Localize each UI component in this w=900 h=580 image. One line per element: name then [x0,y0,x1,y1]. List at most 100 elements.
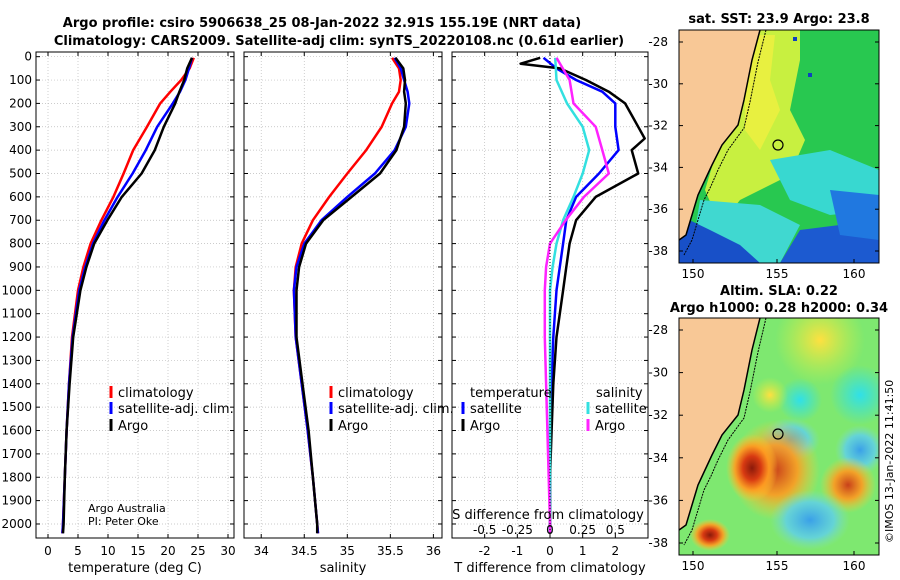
s-diff-tick-label: 0.25 [569,523,596,537]
title-line2: Climatology: CARS2009. Satellite-adj cli… [54,34,624,49]
sst-map-title: sat. SST: 23.9 Argo: 23.8 [688,12,869,27]
legend-climatology-label: climatology [118,386,194,401]
depth-tick-label: 400 [9,143,32,157]
depth-tick-label: 1200 [1,330,32,344]
sst-profile-marker [772,139,784,151]
lon-tick-label: 160 [843,267,866,281]
depth-tick-label: 200 [9,96,32,110]
legend-satellite-label: satellite-adj. clim. [118,402,234,417]
lat-tick-label: -28 [648,323,668,337]
lon-tick-label: 160 [843,559,866,573]
s-diff-tick-label: -0.5 [473,523,496,537]
x-tick-label: -2 [479,544,491,558]
x-tick-label: 0 [546,544,554,558]
x-tick-label: 0 [44,544,52,558]
x-tick-label: 30 [220,544,235,558]
x-tick-label: 20 [160,544,175,558]
lat-tick-label: -36 [648,202,668,216]
salinity-legend: climatology satellite-adj. clim. Argo [329,386,454,434]
lat-tick-label: -28 [648,35,668,49]
legend-climatology-label: climatology [338,386,414,401]
lon-tick-label: 155 [766,267,789,281]
x-tick-label: 36 [426,544,441,558]
x-tick-label: -1 [511,544,523,558]
series-line-argo [295,57,408,534]
salinity-panel [243,51,443,539]
x-tick-label: 35.5 [377,544,404,558]
lat-tick-label: -34 [648,160,668,174]
s-diff-tick-label: 0.5 [606,523,625,537]
credit-line2: PI: Peter Oke [88,515,159,528]
legend-salinity-heading: salinity [596,386,643,401]
x-tick-label: 15 [130,544,145,558]
series-line-salinity-argo [543,57,611,534]
depth-tick-label: 0 [24,50,32,64]
x-tick-label: 10 [100,544,115,558]
legend-s-argo-label: Argo [595,419,625,434]
depth-tick-label: 1700 [1,447,32,461]
depth-tick-label: 600 [9,190,32,204]
depth-tick-label: 1300 [1,353,32,367]
depth-tick-label: 300 [9,120,32,134]
title-line1: Argo profile: csiro 5906638_25 08-Jan-20… [63,16,581,31]
lat-tick-label: -32 [648,119,668,133]
x-tick-label: 25 [190,544,205,558]
depth-tick-label: 1800 [1,470,32,484]
sla-land [679,318,760,530]
depth-tick-label: 700 [9,213,32,227]
temperature-grid [36,52,234,538]
x-tick-label: 34 [254,544,269,558]
lat-tick-label: -30 [648,366,668,380]
temperature-legend: climatology satellite-adj. clim. Argo [109,386,234,434]
difference-axis-label: T difference from climatology [453,561,646,576]
lat-tick-label: -38 [648,244,668,258]
depth-tick-label: 2000 [1,517,32,531]
s-diff-tick-label: -0.25 [502,523,533,537]
sla-map-title1: Altim. SLA: 0.22 [720,284,838,299]
depth-tick-label: 800 [9,237,32,251]
lat-tick-label: -32 [648,408,668,422]
legend-argo-label: Argo [118,419,148,434]
salinity-axis-label: salinity [320,561,367,576]
sla-map [679,318,879,555]
temperature-panel [35,51,235,539]
sla-map-title2: Argo h1000: 0.28 h2000: 0.34 [670,301,888,316]
lon-tick-label: 150 [682,559,705,573]
difference-legend: temperature satellite Argo salinity sate… [461,386,647,434]
depth-tick-label: 500 [9,167,32,181]
depth-tick-label: 1400 [1,377,32,391]
depth-tick-label: 1500 [1,400,32,414]
s-difference-axis-label: S difference from climatology [452,508,644,523]
series-line-argo [61,57,194,534]
legend-s-satellite-label: satellite [595,402,647,417]
salinity-grid [244,52,442,538]
sla-map-ticks: -28 -30 -32 -34 -36 -38 150 155 160 [648,323,879,573]
axis-tick-labels: 0100200300400500600700800900100011001200… [1,50,624,558]
depth-tick-label: 1000 [1,283,32,297]
depth-tick-label: 1600 [1,424,32,438]
series-line-temperature-argo [519,56,646,534]
legend-satellite-label: satellite-adj. clim. [338,402,454,417]
x-tick-label: 35 [340,544,355,558]
depth-tick-label: 900 [9,260,32,274]
lat-tick-label: -36 [648,493,668,507]
sla-map-frame [678,317,880,556]
credit-line1: Argo Australia [88,502,166,515]
sst-map-ticks: -28 -30 -32 -34 -36 -38 150 155 160 [648,35,879,281]
sla-profile-marker [772,428,784,440]
lat-tick-label: -38 [648,536,668,550]
lat-tick-label: -30 [648,77,668,91]
temperature-axis-label: temperature (deg C) [68,561,202,576]
imos-watermark: ©IMOS 13-Jan-2022 11:41:50 [883,380,896,543]
x-tick-label: 34.5 [291,544,318,558]
sst-map [679,30,879,263]
x-tick-label: 2 [612,544,620,558]
lat-tick-label: -34 [648,451,668,465]
legend-temperature-heading: temperature [470,386,552,401]
lon-tick-label: 155 [766,559,789,573]
sst-land [679,30,760,240]
depth-tick-label: 100 [9,73,32,87]
lon-tick-label: 150 [682,267,705,281]
legend-t-satellite-label: satellite [470,402,522,417]
